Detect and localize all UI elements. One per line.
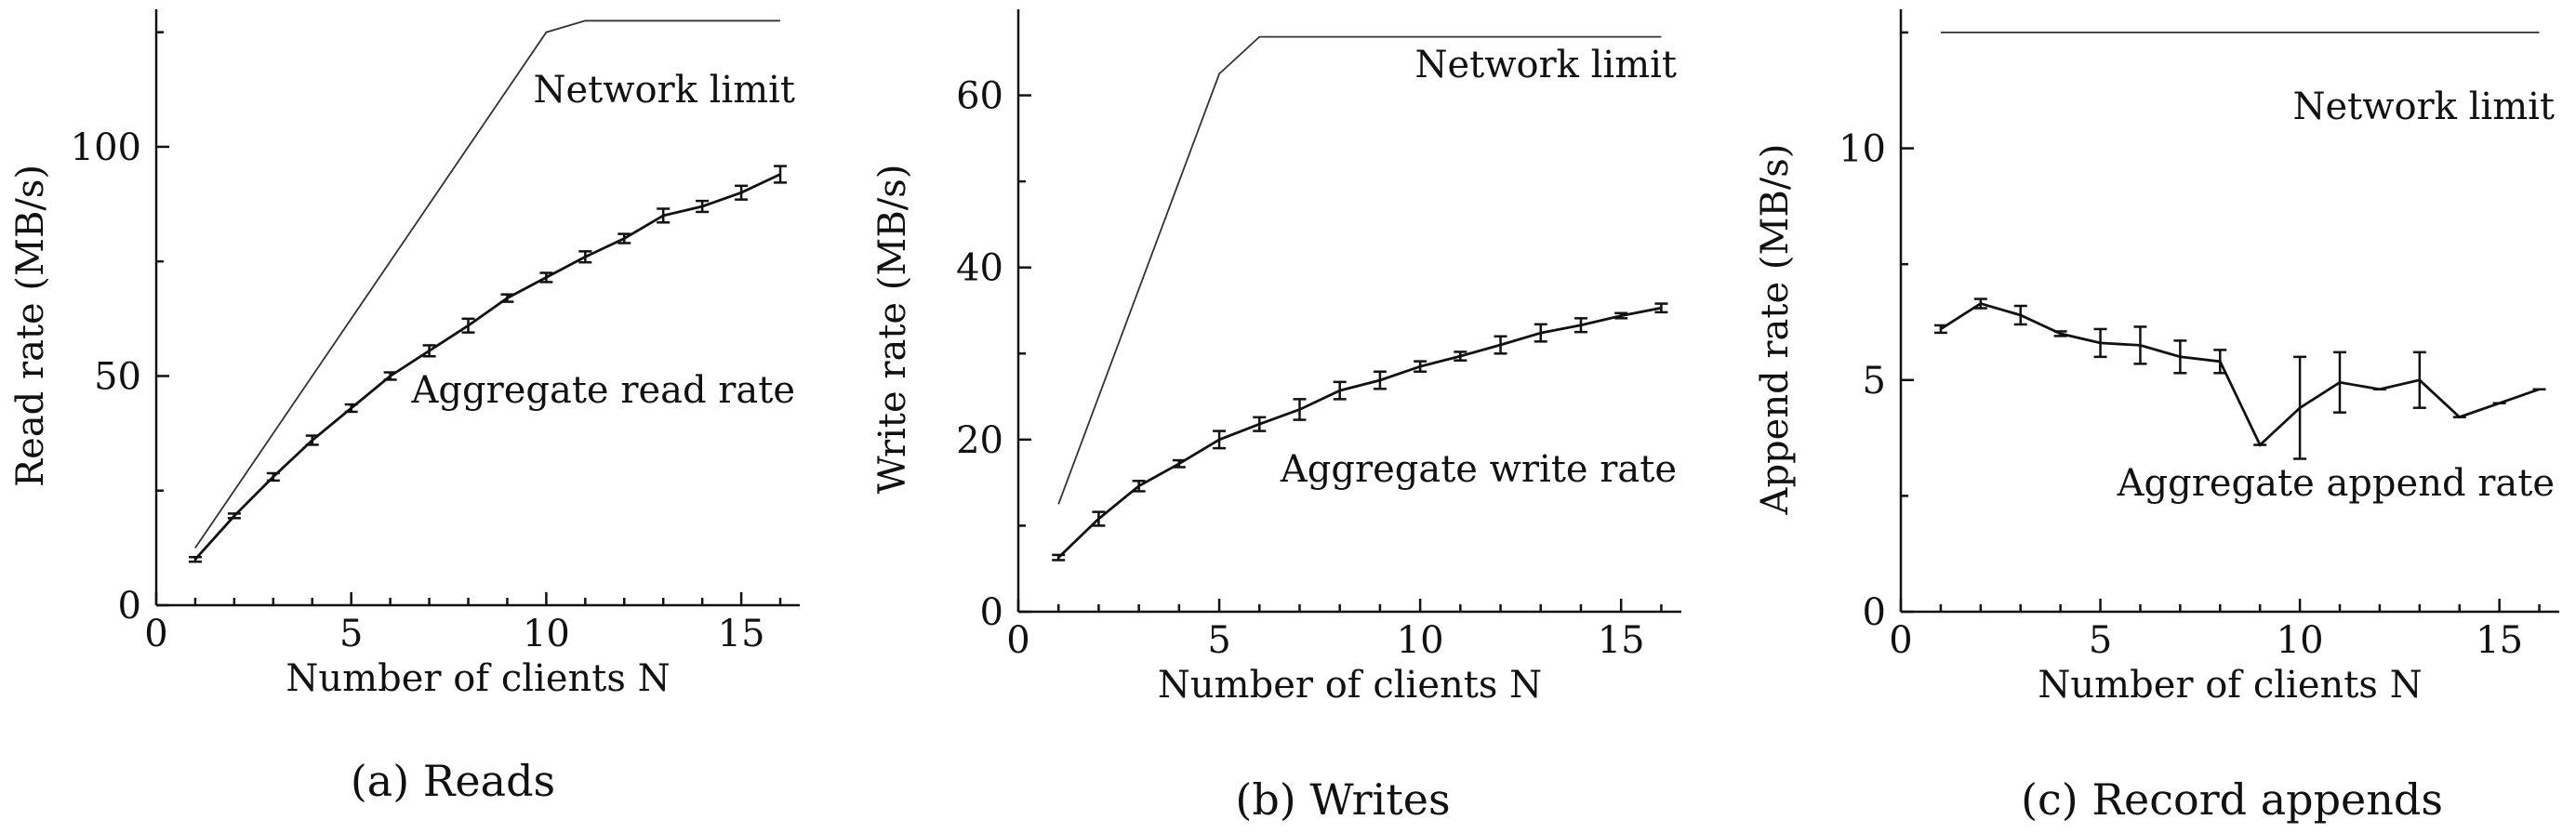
data-point <box>1534 323 1547 343</box>
data-point <box>422 344 436 358</box>
data-point <box>2173 339 2187 375</box>
data-point <box>1333 380 1347 401</box>
y-tick-label: 50 <box>94 355 141 398</box>
data-point <box>1172 458 1186 469</box>
data-point <box>2412 350 2426 409</box>
x-axis-label: Number of clients N <box>2038 664 2422 707</box>
aggregate-rate-line <box>1057 306 1662 559</box>
data-point <box>2333 350 2346 414</box>
data-point <box>1213 430 1227 450</box>
panel-caption: (a) Reads <box>351 756 555 806</box>
aggregate-rate-label: Aggregate append rate <box>2117 462 2555 505</box>
y-tick-label: 0 <box>118 585 141 628</box>
chart-panel-1: 0 5 10 15 0 50 100 Number of clients N Read rate… <box>9 9 800 806</box>
x-tick-label: 5 <box>339 613 363 655</box>
x-tick-label: 15 <box>718 613 765 655</box>
data-point <box>1933 324 1947 335</box>
y-tick-label: 20 <box>956 419 1003 462</box>
network-limit-label: Network limit <box>2292 86 2555 128</box>
aggregate-rate-label: Aggregate read rate <box>411 369 795 412</box>
data-point <box>344 403 358 414</box>
x-tick-label: 10 <box>1397 619 1444 662</box>
data-point <box>227 512 241 520</box>
network-limit-label: Network limit <box>533 69 795 112</box>
aggregate-rate-line <box>1940 301 2540 447</box>
data-point <box>539 271 553 284</box>
data-point <box>1973 298 1987 310</box>
data-point <box>500 293 514 303</box>
data-point <box>1373 370 1387 390</box>
data-point <box>2213 349 2227 375</box>
data-point <box>774 165 788 184</box>
y-axis-label: Read rate (MB/s) <box>9 165 52 487</box>
network-limit-line <box>194 20 780 549</box>
x-axis-label: Number of clients N <box>285 657 670 700</box>
data-point <box>305 434 319 446</box>
y-tick-label: 5 <box>1863 360 1886 403</box>
panel-caption: (c) Record appends <box>2021 774 2443 825</box>
aggregate-rate-label: Aggregate write rate <box>1280 448 1677 491</box>
data-point <box>735 184 749 201</box>
data-point <box>578 250 592 264</box>
x-tick-label: 10 <box>523 613 570 655</box>
data-point <box>383 371 397 381</box>
y-tick-label: 0 <box>980 591 1003 634</box>
data-point <box>1132 480 1146 493</box>
x-tick-label: 10 <box>2277 619 2324 662</box>
data-point <box>266 471 280 483</box>
data-point <box>1414 360 1427 373</box>
y-tick-label: 100 <box>71 126 141 169</box>
chart-panel-2: 0 5 10 15 0 20 40 60 Number of clients N Write ra… <box>871 9 1681 825</box>
aggregate-rate-line <box>193 173 781 561</box>
data-point <box>2093 327 2107 359</box>
x-axis-label: Number of clients N <box>1158 664 1542 707</box>
panel-caption: (b) Writes <box>1235 774 1450 825</box>
x-tick-label: 5 <box>2089 619 2112 662</box>
data-point <box>1614 311 1628 320</box>
y-tick-label: 0 <box>1863 591 1886 634</box>
x-tick-label: 0 <box>1006 619 1029 662</box>
x-tick-label: 0 <box>144 613 167 655</box>
data-point <box>2053 330 2067 337</box>
y-axis-label: Append rate (MB/s) <box>1754 144 1797 516</box>
data-point <box>1494 335 1507 355</box>
data-point <box>1253 416 1267 432</box>
x-tick-label: 15 <box>2476 619 2523 662</box>
y-tick-label: 10 <box>1839 128 1886 171</box>
y-axis-label: Write rate (MB/s) <box>871 165 914 495</box>
data-point <box>617 232 631 245</box>
y-tick-label: 60 <box>956 75 1003 118</box>
network-limit-label: Network limit <box>1414 44 1677 86</box>
data-point <box>1654 302 1668 314</box>
data-point <box>1573 317 1587 334</box>
network-limit-line <box>1057 35 1662 505</box>
data-point <box>2293 355 2307 460</box>
data-point <box>1052 553 1066 562</box>
data-point <box>1454 350 1467 362</box>
y-tick-label: 40 <box>956 247 1003 290</box>
data-point <box>188 555 202 563</box>
data-point <box>1092 510 1106 527</box>
data-point <box>2013 304 2027 326</box>
x-tick-label: 15 <box>1598 619 1645 662</box>
data-point <box>1293 398 1307 421</box>
x-tick-label: 5 <box>1207 619 1230 662</box>
data-point <box>461 317 475 334</box>
data-point <box>2133 325 2147 365</box>
x-tick-label: 0 <box>1889 619 1912 662</box>
data-point <box>657 207 671 224</box>
data-point <box>696 199 710 214</box>
